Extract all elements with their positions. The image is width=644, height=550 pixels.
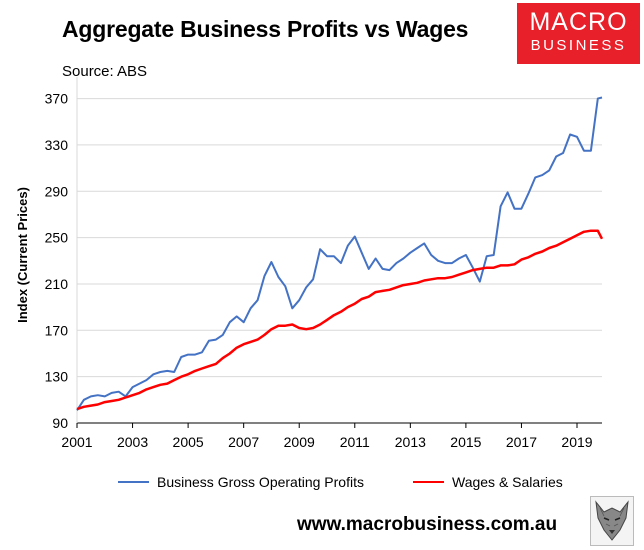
series-line-wages — [76, 229, 604, 411]
x-tick-label: 2013 — [395, 434, 426, 450]
legend-item-wages: Wages & Salaries — [413, 474, 563, 490]
legend-swatch-profits — [118, 481, 149, 483]
logo-line-1: MACRO — [529, 8, 628, 36]
x-tick-label: 2005 — [173, 434, 204, 450]
y-tick-label: 210 — [45, 276, 69, 292]
y-tick-label: 250 — [45, 230, 69, 246]
x-tick-label: 2001 — [61, 434, 92, 450]
y-tick-label: 330 — [45, 137, 69, 153]
x-tick-label: 2019 — [561, 434, 592, 450]
y-tick-label: 370 — [45, 91, 69, 107]
x-tick-label: 2007 — [228, 434, 259, 450]
x-tick-label: 2003 — [117, 434, 148, 450]
y-tick-label: 170 — [45, 322, 69, 338]
x-tick-label: 2015 — [450, 434, 481, 450]
website-url: www.macrobusiness.com.au — [297, 514, 558, 535]
y-tick-label: 130 — [45, 369, 69, 385]
wolf-emblem-icon — [590, 496, 634, 546]
series-line-profits — [76, 96, 603, 411]
legend-item-profits: Business Gross Operating Profits — [118, 474, 364, 490]
y-tick-label: 290 — [45, 183, 69, 199]
x-tick-label: 2017 — [506, 434, 537, 450]
x-tick-label: 2011 — [340, 434, 370, 450]
macrobusiness-logo: MACRO BUSINESS — [517, 3, 640, 64]
legend-label-profits: Business Gross Operating Profits — [157, 474, 364, 490]
logo-line-2: BUSINESS — [530, 37, 627, 54]
x-tick-label: 2009 — [284, 434, 315, 450]
y-tick-label: 90 — [52, 415, 68, 431]
chart-title: Aggregate Business Profits vs Wages — [62, 16, 469, 42]
source-label: Source: ABS — [62, 63, 148, 80]
y-axis-title: Index (Current Prices) — [15, 187, 30, 323]
legend-label-wages: Wages & Salaries — [452, 474, 563, 490]
legend-swatch-wages — [413, 481, 444, 483]
